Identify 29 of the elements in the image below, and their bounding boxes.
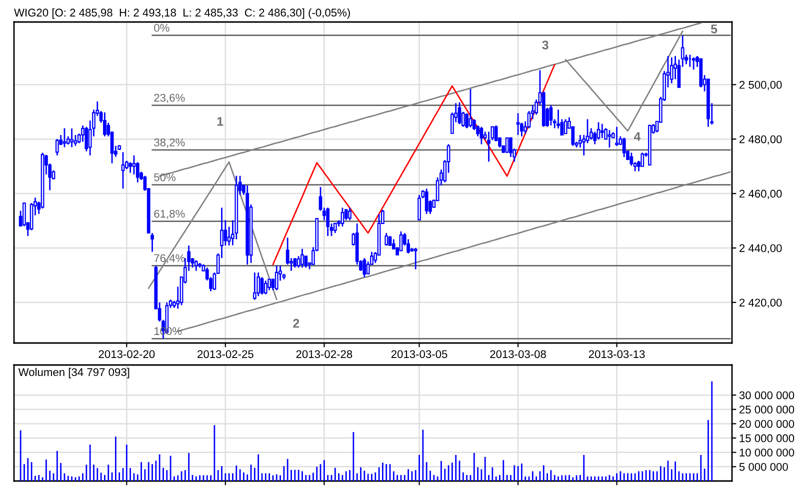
y-tick-label: 25 000 000: [740, 406, 794, 414]
x-tick-label: 2013-02-25: [198, 350, 254, 358]
annotation: 2: [293, 318, 300, 328]
annotation: 4: [634, 132, 641, 141]
y-tick-label: 15 000 000: [740, 434, 794, 442]
y-tick-label: 2 440,00: [740, 244, 782, 254]
x-tick-label: 2013-03-05: [391, 350, 448, 358]
annotation: 1: [217, 117, 224, 126]
y-tick-label: 2 500,00: [740, 80, 782, 90]
y-tick-label: 2 420,00: [740, 298, 782, 308]
x-tick-label: 2013-03-08: [490, 350, 546, 358]
x-tick-label: 2013-02-20: [98, 350, 155, 358]
y-tick-label: 20 000 000: [740, 420, 794, 428]
y-tick-label: 10 000 000: [740, 448, 794, 456]
series-label: 38,2%: [154, 138, 185, 148]
series-label: 0%: [154, 24, 170, 32]
series-label: 23,6%: [154, 94, 185, 104]
x-tick-label: 2013-03-13: [588, 350, 645, 358]
series-label: 61,8%: [154, 210, 185, 220]
y-tick-label: 2 460,00: [740, 190, 782, 199]
y-tick-label: 5 000 000: [739, 462, 788, 471]
x-tick-label: 2013-02-28: [296, 350, 352, 358]
chart-title: Wolumen [34 797 093]: [18, 368, 130, 378]
y-tick-label: 2 480,00: [740, 135, 782, 145]
annotation: 3: [542, 40, 548, 50]
y-tick-label: 30 000 000: [739, 391, 794, 400]
annotation: 5: [710, 24, 718, 34]
series-label: 50%: [154, 173, 176, 182]
chart-title: WIG20 [O: 2 485,98 H: 2 493,18 L: 2 485,33 C: 2 486,30] (-0,05%): [14, 8, 350, 19]
